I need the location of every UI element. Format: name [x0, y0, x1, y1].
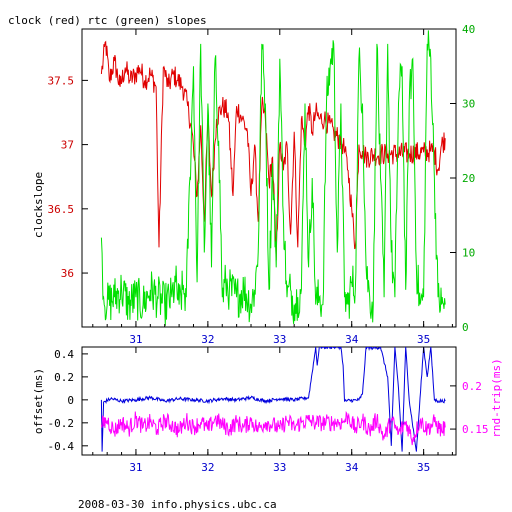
series-rtc-line [100, 30, 446, 326]
rndtrip-axis-label: rnd-trip(ms) [490, 358, 503, 437]
y-right-tick-label: 0.15 [462, 423, 489, 436]
x-tick-label: 33 [273, 333, 286, 346]
y-left-tick-label: 37.5 [48, 74, 75, 87]
y-right-tick-label: 10 [462, 247, 475, 260]
x-tick-label: 34 [345, 333, 359, 346]
x-tick-label: 35 [417, 461, 430, 474]
y-left-tick-label: 0.4 [54, 348, 74, 361]
y-right-tick-label: 30 [462, 98, 475, 111]
chart-title: clock (red) rtc (green) slopes [8, 14, 207, 27]
y-left-tick-label: 0.2 [54, 371, 74, 384]
y-left-tick-label: 36.5 [48, 203, 75, 216]
clockslope-axis-label: clockslope [32, 172, 45, 238]
footer-credit: 2008-03-30 info.physics.ubc.ca [78, 498, 277, 511]
x-tick-label: 31 [129, 333, 142, 346]
offset-plot-frame [81, 346, 457, 456]
y-right-tick-label: 40 [462, 23, 475, 36]
y-left-tick-label: 36 [61, 267, 74, 280]
y-left-tick-label: -0.4 [48, 440, 75, 453]
x-tick-label: 34 [345, 461, 359, 474]
series-offset-line [100, 347, 446, 452]
y-left-tick-label: -0.2 [48, 417, 75, 430]
y-right-tick-label: 0 [462, 321, 469, 334]
offset-panel: offset(ms) rnd-trip(ms) 31 32 33 34 35 0.4 0.2… [32, 346, 503, 474]
series-rnd-trip-line [100, 410, 446, 446]
y-left-tick-label: 0 [67, 394, 74, 407]
y-left-tick-label: 37 [61, 139, 74, 152]
x-tick-label: 32 [201, 461, 214, 474]
y-right-tick-label: 20 [462, 172, 475, 185]
x-tick-label: 35 [417, 333, 430, 346]
x-tick-label: 32 [201, 333, 214, 346]
x-tick-label: 33 [273, 461, 286, 474]
x-tick-label: 31 [129, 461, 142, 474]
offset-axis-label: offset(ms) [32, 368, 45, 434]
slope-panel: 31 32 33 34 35 36 36.5 37 37.5 0 10 20 30 40 clockslo… [32, 23, 475, 346]
series-clock-line [100, 40, 446, 261]
y-right-tick-label: 0.2 [462, 380, 482, 393]
